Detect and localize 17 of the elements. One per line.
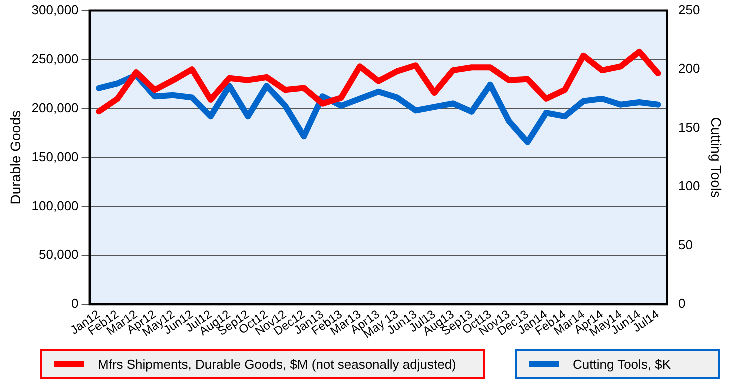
y2-tick-label: 200 [678, 61, 700, 76]
y-tick-label: 200,000 [32, 100, 79, 116]
y-tick-label: 0 [72, 296, 79, 312]
y2-tick-label: 250 [678, 2, 700, 18]
y2-axis-title: Cutting Tools [708, 117, 725, 198]
y2-tick-label: 150 [678, 120, 700, 135]
y-tick-label: 100,000 [32, 198, 79, 214]
y-tick-label: 150,000 [32, 149, 79, 164]
y-tick-label: 50,000 [39, 247, 79, 262]
y2-tick-label: 100 [678, 178, 700, 194]
y2-tick-label: 50 [678, 237, 693, 252]
y2-tick-label: 0 [678, 296, 686, 312]
legend-label: Mfrs Shipments, Durable Goods, $M (not seasonally adjusted) [98, 356, 456, 372]
y-tick-label: 250,000 [32, 51, 79, 66]
y-tick-label: 300,000 [32, 2, 79, 18]
legend-label: Cutting Tools, $K [573, 356, 672, 372]
y-axis-title: Durable Goods [7, 110, 24, 205]
